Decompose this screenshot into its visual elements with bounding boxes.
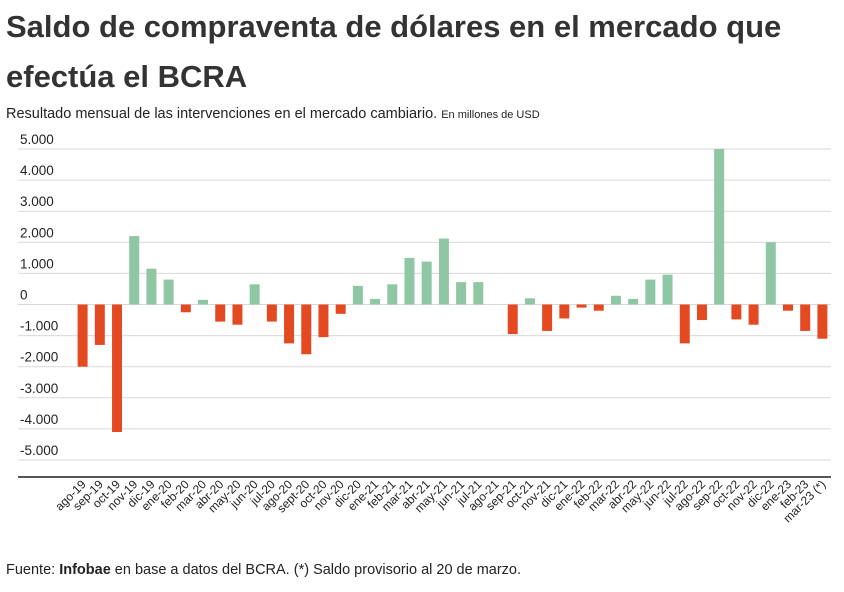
bar-ene-23 xyxy=(782,304,793,311)
bar-jun-20 xyxy=(249,284,260,305)
bar-mar-22 xyxy=(610,295,621,305)
bar-mar-20 xyxy=(198,299,209,305)
bar-may-22 xyxy=(645,279,656,305)
bar-dic-21 xyxy=(559,304,570,319)
bar-feb-23 xyxy=(800,304,811,331)
bar-nov-20 xyxy=(335,304,346,314)
bar-oct-19 xyxy=(112,304,123,433)
bar-abr-21 xyxy=(421,261,432,305)
bar-mar-21 xyxy=(404,257,415,305)
chart-title: Saldo de compraventa de dólares en el me… xyxy=(6,9,782,94)
y-tick-label: 2.000 xyxy=(20,225,54,240)
bar-ago-22 xyxy=(696,304,707,321)
y-tick-label: -2.000 xyxy=(20,350,58,365)
y-tick-label: 4.000 xyxy=(20,163,54,178)
bar-ene-22 xyxy=(576,304,587,308)
bar-jul-21 xyxy=(473,282,484,305)
bar-abr-22 xyxy=(628,298,639,305)
bar-jul-20 xyxy=(266,304,277,322)
y-tick-label: -5.000 xyxy=(20,443,58,458)
y-tick-label: 0 xyxy=(20,288,28,303)
footer-rest: en base a datos del BCRA. (*) Saldo prov… xyxy=(110,562,522,578)
bar-jul-22 xyxy=(679,304,690,344)
subtitle-text: Resultado mensual de las intervenciones … xyxy=(6,106,438,122)
bar-oct-20 xyxy=(318,304,329,338)
bar-dic-20 xyxy=(352,285,363,305)
bar-sep-21 xyxy=(507,304,518,335)
y-tick-label: 1.000 xyxy=(20,256,54,271)
bar-chart: 5.000 4.000 3.000 2.000 1.000 0 -1.000 -2.000 -3… xyxy=(18,132,831,525)
bar-dic-22 xyxy=(765,242,776,305)
bar-jun-21 xyxy=(456,282,467,305)
footer-note: Fuente: Infobae en base a datos del BCRA… xyxy=(6,562,521,578)
bar-mar-23 (*) xyxy=(817,304,828,339)
y-tick-label: 5.000 xyxy=(20,132,54,147)
bar-jun-22 xyxy=(662,274,673,305)
unit-label: En millones de USD xyxy=(441,109,540,121)
chart-subtitle: Resultado mensual de las intervenciones … xyxy=(6,106,540,122)
bar-abr-20 xyxy=(215,304,226,322)
y-tick-label: 3.000 xyxy=(20,194,54,209)
bar-nov-21 xyxy=(542,304,553,331)
bar-nov-19 xyxy=(129,236,140,305)
bar-may-20 xyxy=(232,304,243,325)
bar-may-21 xyxy=(438,238,449,305)
y-tick-label: -4.000 xyxy=(20,412,58,427)
bar-oct-21 xyxy=(524,298,535,305)
bar-oct-22 xyxy=(731,304,742,320)
bar-feb-21 xyxy=(387,284,398,305)
bar-dic-19 xyxy=(146,268,157,305)
bar-sept-20 xyxy=(301,304,312,355)
y-tick-label: -1.000 xyxy=(20,319,58,334)
bar-ago-19 xyxy=(77,304,88,367)
bar-ene-20 xyxy=(163,279,174,305)
bar-ago-20 xyxy=(284,304,295,344)
bar-sep-19 xyxy=(94,304,105,345)
y-tick-label: -3.000 xyxy=(20,381,58,396)
bar-nov-22 xyxy=(748,304,759,325)
bar-feb-20 xyxy=(180,304,191,313)
bar-sep-22 xyxy=(714,149,725,305)
bar-ene-21 xyxy=(370,298,381,305)
bar-feb-22 xyxy=(593,304,604,311)
footer-source: Infobae xyxy=(59,562,111,578)
footer-prefix: Fuente: xyxy=(6,562,60,578)
